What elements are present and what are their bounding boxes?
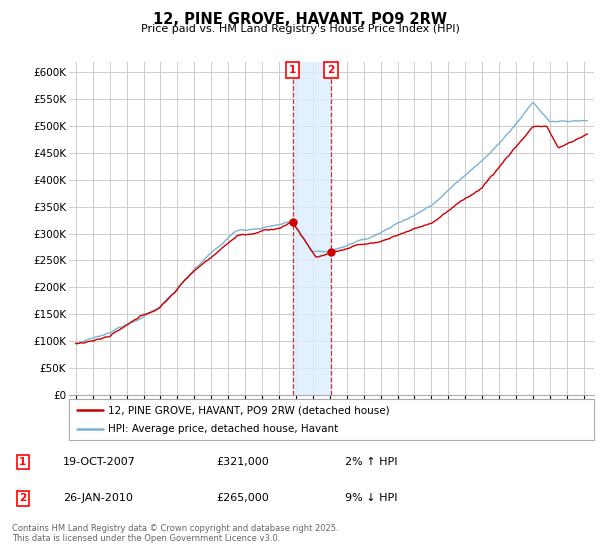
Text: £265,000: £265,000 — [216, 493, 269, 503]
Text: 12, PINE GROVE, HAVANT, PO9 2RW (detached house): 12, PINE GROVE, HAVANT, PO9 2RW (detache… — [109, 405, 390, 415]
Text: 26-JAN-2010: 26-JAN-2010 — [63, 493, 133, 503]
Text: HPI: Average price, detached house, Havant: HPI: Average price, detached house, Hava… — [109, 424, 338, 433]
Text: 1: 1 — [19, 457, 26, 467]
Text: 2% ↑ HPI: 2% ↑ HPI — [345, 457, 398, 467]
Text: Price paid vs. HM Land Registry's House Price Index (HPI): Price paid vs. HM Land Registry's House … — [140, 24, 460, 34]
Text: 1: 1 — [289, 64, 296, 74]
Text: £321,000: £321,000 — [216, 457, 269, 467]
Text: 19-OCT-2007: 19-OCT-2007 — [63, 457, 136, 467]
Text: 2: 2 — [328, 64, 335, 74]
Text: 12, PINE GROVE, HAVANT, PO9 2RW: 12, PINE GROVE, HAVANT, PO9 2RW — [153, 12, 447, 27]
Text: 9% ↓ HPI: 9% ↓ HPI — [345, 493, 398, 503]
Text: Contains HM Land Registry data © Crown copyright and database right 2025.
This d: Contains HM Land Registry data © Crown c… — [12, 524, 338, 543]
Text: 2: 2 — [19, 493, 26, 503]
Bar — [293, 62, 331, 395]
